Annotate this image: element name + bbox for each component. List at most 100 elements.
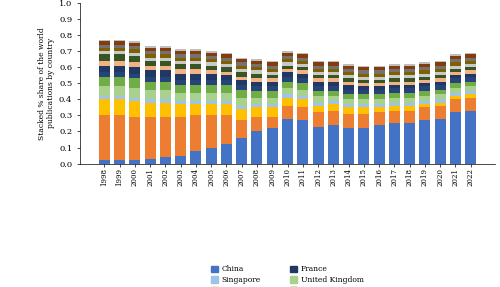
Bar [190, 51, 202, 54]
Bar [114, 96, 125, 99]
Bar [328, 75, 339, 78]
Bar [99, 48, 110, 51]
Bar [221, 144, 232, 164]
Bar [175, 49, 186, 51]
Bar [358, 80, 370, 83]
Bar [420, 120, 430, 164]
Bar [343, 65, 354, 69]
Bar [236, 77, 247, 80]
Bar [420, 62, 430, 64]
Bar [404, 93, 415, 98]
Bar [282, 51, 293, 53]
Bar [450, 54, 461, 56]
Bar [175, 73, 186, 80]
Bar [312, 112, 324, 127]
Bar [160, 90, 171, 99]
Bar [144, 77, 156, 82]
Bar [190, 85, 202, 93]
Bar [328, 91, 339, 96]
Bar [175, 69, 186, 73]
Bar [312, 69, 324, 72]
Bar [420, 83, 430, 86]
Bar [374, 112, 384, 125]
Bar [130, 117, 140, 160]
Bar [358, 99, 370, 104]
Bar [252, 67, 262, 70]
Bar [130, 101, 140, 117]
Bar [236, 120, 247, 138]
Bar [404, 69, 415, 72]
Bar [374, 83, 384, 86]
Bar [404, 75, 415, 78]
Bar [389, 93, 400, 98]
Bar [312, 75, 324, 78]
Bar [99, 96, 110, 99]
Bar [434, 90, 446, 94]
Bar [266, 128, 278, 164]
Bar [282, 62, 293, 65]
Bar [236, 109, 247, 120]
Bar [434, 69, 446, 72]
Bar [358, 70, 370, 73]
Bar [434, 102, 446, 106]
Bar [99, 41, 110, 45]
Bar [420, 101, 430, 104]
Bar [206, 62, 216, 65]
Bar [175, 117, 186, 156]
Bar [465, 77, 476, 82]
Bar [328, 86, 339, 91]
Bar [389, 78, 400, 82]
Bar [190, 64, 202, 69]
Bar [221, 61, 232, 64]
Bar [404, 102, 415, 106]
Bar [312, 86, 324, 91]
Bar [206, 51, 216, 53]
Bar [206, 148, 216, 164]
Bar [99, 86, 110, 96]
Bar [236, 69, 247, 72]
Bar [221, 85, 232, 93]
Bar [343, 94, 354, 99]
Bar [190, 93, 202, 101]
Bar [465, 82, 476, 86]
Bar [175, 57, 186, 61]
Bar [190, 69, 202, 73]
Bar [236, 59, 247, 62]
Bar [266, 104, 278, 107]
Bar [252, 117, 262, 131]
Bar [404, 72, 415, 75]
Bar [221, 93, 232, 101]
Bar [130, 53, 140, 56]
Bar [404, 98, 415, 102]
Bar [252, 73, 262, 78]
Bar [343, 114, 354, 128]
Bar [190, 49, 202, 51]
Bar [404, 82, 415, 85]
Bar [144, 99, 156, 102]
Bar [236, 62, 247, 65]
Bar [190, 151, 202, 164]
Bar [420, 73, 430, 77]
Bar [144, 90, 156, 99]
Bar [465, 57, 476, 61]
Bar [343, 104, 354, 107]
Bar [99, 54, 110, 61]
Bar [450, 112, 461, 164]
Bar [282, 106, 293, 119]
Bar [450, 72, 461, 75]
Bar [358, 86, 370, 90]
Bar [114, 99, 125, 115]
Bar [206, 73, 216, 80]
Bar [282, 65, 293, 69]
Bar [190, 80, 202, 85]
Bar [343, 64, 354, 65]
Bar [114, 51, 125, 54]
Bar [206, 56, 216, 59]
Bar [236, 65, 247, 69]
Bar [266, 107, 278, 117]
Bar [266, 69, 278, 72]
Bar [420, 64, 430, 67]
Bar [404, 64, 415, 65]
Bar [374, 125, 384, 164]
Bar [160, 61, 171, 65]
